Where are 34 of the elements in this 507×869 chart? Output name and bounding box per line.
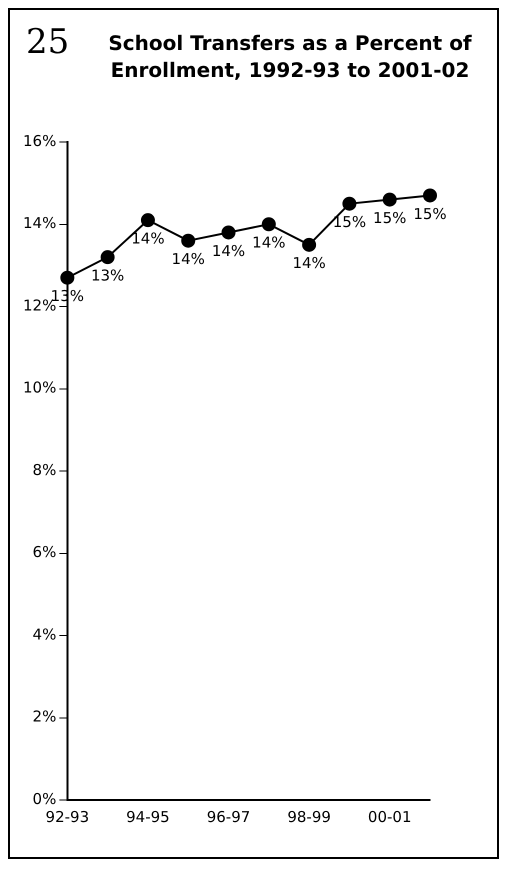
x-tick-label: 98-99 <box>287 808 331 826</box>
data-label: 14% <box>292 254 326 272</box>
data-label: 15% <box>332 213 366 232</box>
x-tick-label: 92-93 <box>46 808 90 826</box>
point <box>140 213 155 228</box>
point <box>222 225 236 240</box>
data-label: 15% <box>413 204 447 223</box>
point <box>100 250 115 264</box>
point <box>302 238 316 252</box>
data-label: 14% <box>252 234 286 252</box>
data-label: 14% <box>172 250 205 268</box>
y-tick-label: 8% <box>32 460 56 479</box>
chart-title: School Transfers as a Percent of Enrollment, 1992-93 to 2001-02 <box>107 30 473 84</box>
y-tick-label: 6% <box>32 543 56 562</box>
x-tick-label: 94-95 <box>126 808 170 826</box>
y-tick-label: 16% <box>22 132 56 150</box>
y-tick-label: 14% <box>22 214 56 232</box>
text: 25 <box>26 22 70 62</box>
y-tick-label: 2% <box>32 708 56 726</box>
point <box>382 192 397 207</box>
point <box>342 196 356 211</box>
data-label: 14% <box>212 242 246 260</box>
y-tick-label: 0% <box>32 790 56 808</box>
data-label: 15% <box>373 208 406 227</box>
x-tick-label: 96-97 <box>206 808 250 826</box>
point <box>262 217 276 232</box>
point <box>423 188 437 202</box>
data-label: 14% <box>131 230 165 248</box>
point <box>181 234 196 248</box>
y-tick-label: 10% <box>22 378 56 397</box>
point <box>60 270 74 285</box>
x-tick-label: 00-01 <box>368 808 412 826</box>
data-label: 13% <box>90 266 124 285</box>
y-tick-label: 4% <box>32 625 56 644</box>
